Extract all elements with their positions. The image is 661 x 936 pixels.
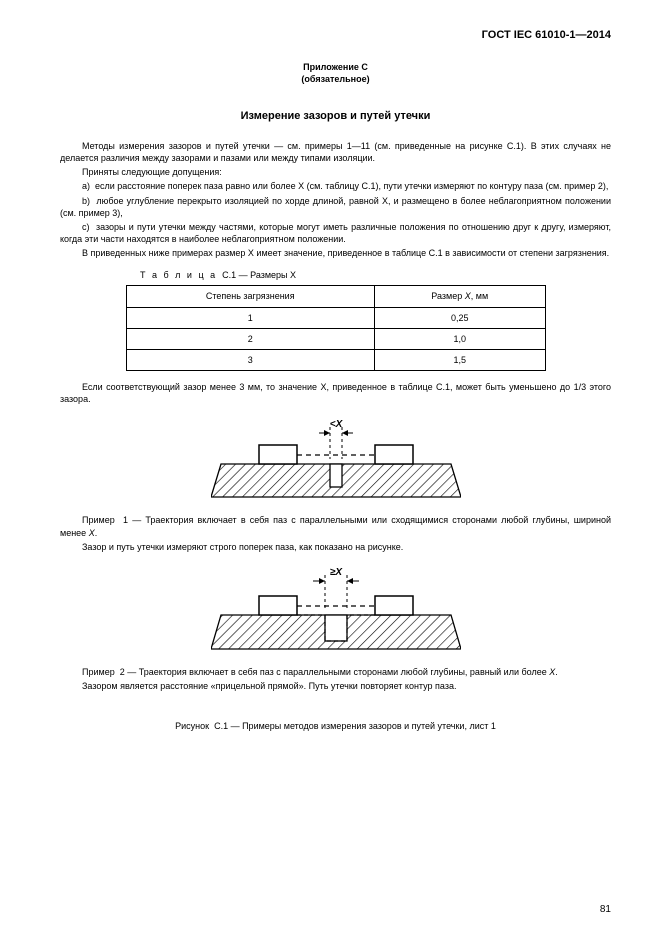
table-c1: Степень загрязнения Размер X, мм 1 0,25 …: [126, 285, 546, 371]
para-intro-3: В приведенных ниже примерах размер X име…: [60, 247, 611, 259]
para-intro-2: Приняты следующие допущения:: [60, 166, 611, 178]
appendix-block: Приложение С (обязательное): [60, 61, 611, 85]
cell: 2: [126, 328, 374, 349]
cell: 0,25: [374, 307, 545, 328]
table-caption: Т а б л и ц а С.1 — Размеры X: [140, 269, 611, 281]
example-2-text: Пример 2 — Траектория включает в себя па…: [60, 666, 611, 678]
example-1-text: Пример 1 — Траектория включает в себя па…: [60, 514, 611, 538]
para-b: b) любое углубление перекрыто изоляцией …: [60, 195, 611, 219]
cell: 1: [126, 307, 374, 328]
page: ГОСТ IEC 61010-1—2014 Приложение С (обяз…: [0, 0, 661, 936]
th-col1: Степень загрязнения: [126, 286, 374, 307]
table-row: 2 1,0: [126, 328, 545, 349]
para-a: a) если расстояние поперек паза равно ил…: [60, 180, 611, 192]
fig2-label: ≥X: [329, 567, 342, 578]
table-header-row: Степень загрязнения Размер X, мм: [126, 286, 545, 307]
table-row: 1 0,25: [126, 307, 545, 328]
cell: 1,0: [374, 328, 545, 349]
th-col2: Размер X, мм: [374, 286, 545, 307]
table-caption-spaced: Т а б л и ц а: [140, 270, 217, 280]
table-row: 3 1,5: [126, 349, 545, 370]
fig1-label: <X: [329, 419, 343, 430]
appendix-type: (обязательное): [60, 73, 611, 85]
appendix-title: Приложение С: [60, 61, 611, 73]
example-1-note: Зазор и путь утечки измеряют строго попе…: [60, 541, 611, 553]
page-number: 81: [600, 903, 611, 917]
para-after-table: Если соответствующий зазор менее 3 мм, т…: [60, 381, 611, 405]
para-c: c) зазоры и пути утечки между частями, к…: [60, 221, 611, 245]
cell: 3: [126, 349, 374, 370]
para-intro-1: Методы измерения зазоров и путей утечки …: [60, 140, 611, 164]
section-title: Измерение зазоров и путей утечки: [60, 109, 611, 124]
example-2-note: Зазором является расстояние «прицельной …: [60, 680, 611, 692]
figure-caption: Рисунок С.1 — Примеры методов измерения …: [60, 720, 611, 732]
figure-1: <X: [60, 419, 611, 508]
doc-code-header: ГОСТ IEC 61010-1—2014: [60, 28, 611, 43]
cell: 1,5: [374, 349, 545, 370]
figure-2: ≥X: [60, 567, 611, 660]
table-caption-rest: С.1 — Размеры X: [217, 270, 296, 280]
